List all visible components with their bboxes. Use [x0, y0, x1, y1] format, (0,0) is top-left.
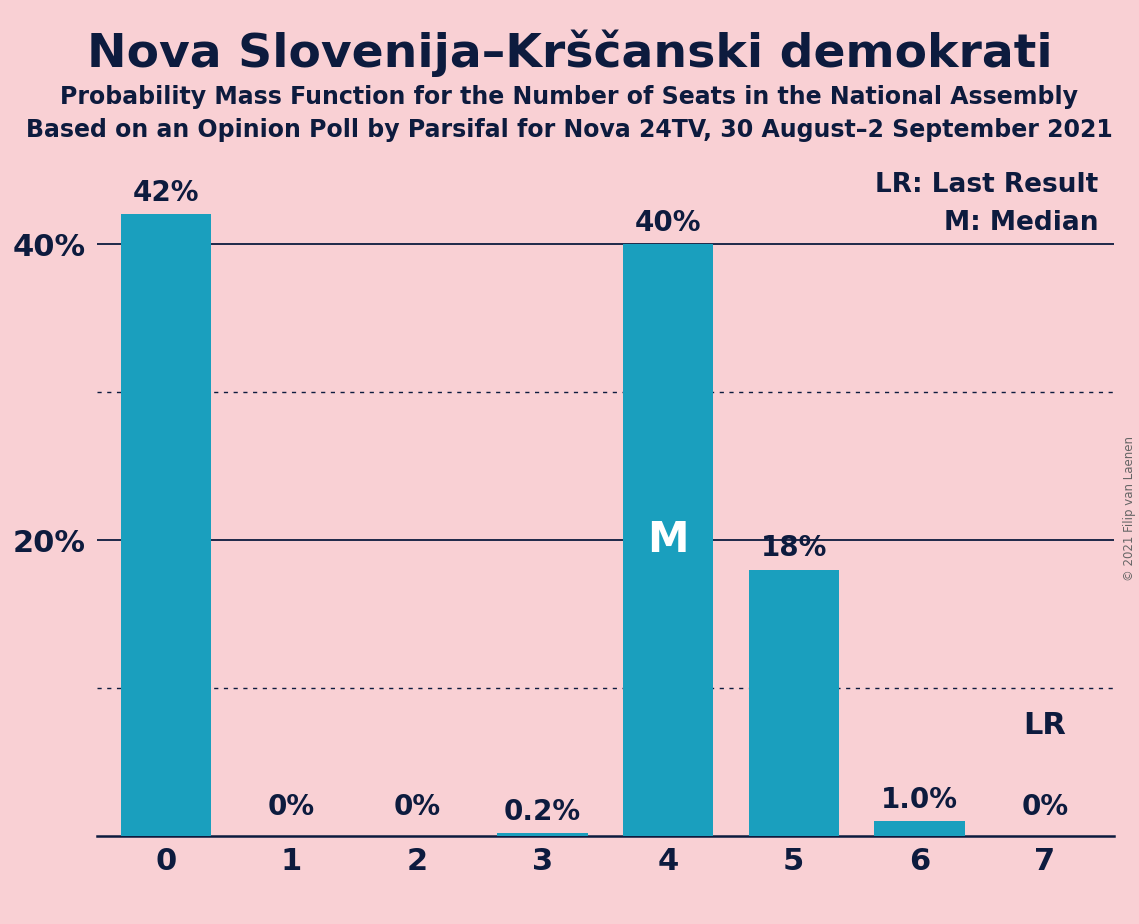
Bar: [121, 214, 211, 836]
Text: 0%: 0%: [1022, 794, 1068, 821]
Bar: [623, 244, 713, 836]
Bar: [748, 570, 839, 836]
Bar: [874, 821, 965, 836]
Text: Nova Slovenija–Krščanski demokrati: Nova Slovenija–Krščanski demokrati: [87, 30, 1052, 77]
Text: 40%: 40%: [634, 209, 702, 237]
Text: 0%: 0%: [268, 794, 316, 821]
Text: 1.0%: 1.0%: [880, 786, 958, 814]
Text: © 2021 Filip van Laenen: © 2021 Filip van Laenen: [1123, 436, 1137, 580]
Text: M: Median: M: Median: [944, 210, 1099, 236]
Text: 0%: 0%: [393, 794, 441, 821]
Text: LR: Last Result: LR: Last Result: [876, 172, 1099, 199]
Text: 18%: 18%: [761, 534, 827, 563]
Text: 0.2%: 0.2%: [505, 797, 581, 826]
Text: LR: LR: [1024, 711, 1066, 740]
Text: 42%: 42%: [132, 179, 199, 207]
Text: M: M: [647, 519, 689, 561]
Bar: [498, 833, 588, 836]
Text: Based on an Opinion Poll by Parsifal for Nova 24TV, 30 August–2 September 2021: Based on an Opinion Poll by Parsifal for…: [26, 118, 1113, 142]
Text: Probability Mass Function for the Number of Seats in the National Assembly: Probability Mass Function for the Number…: [60, 85, 1079, 109]
